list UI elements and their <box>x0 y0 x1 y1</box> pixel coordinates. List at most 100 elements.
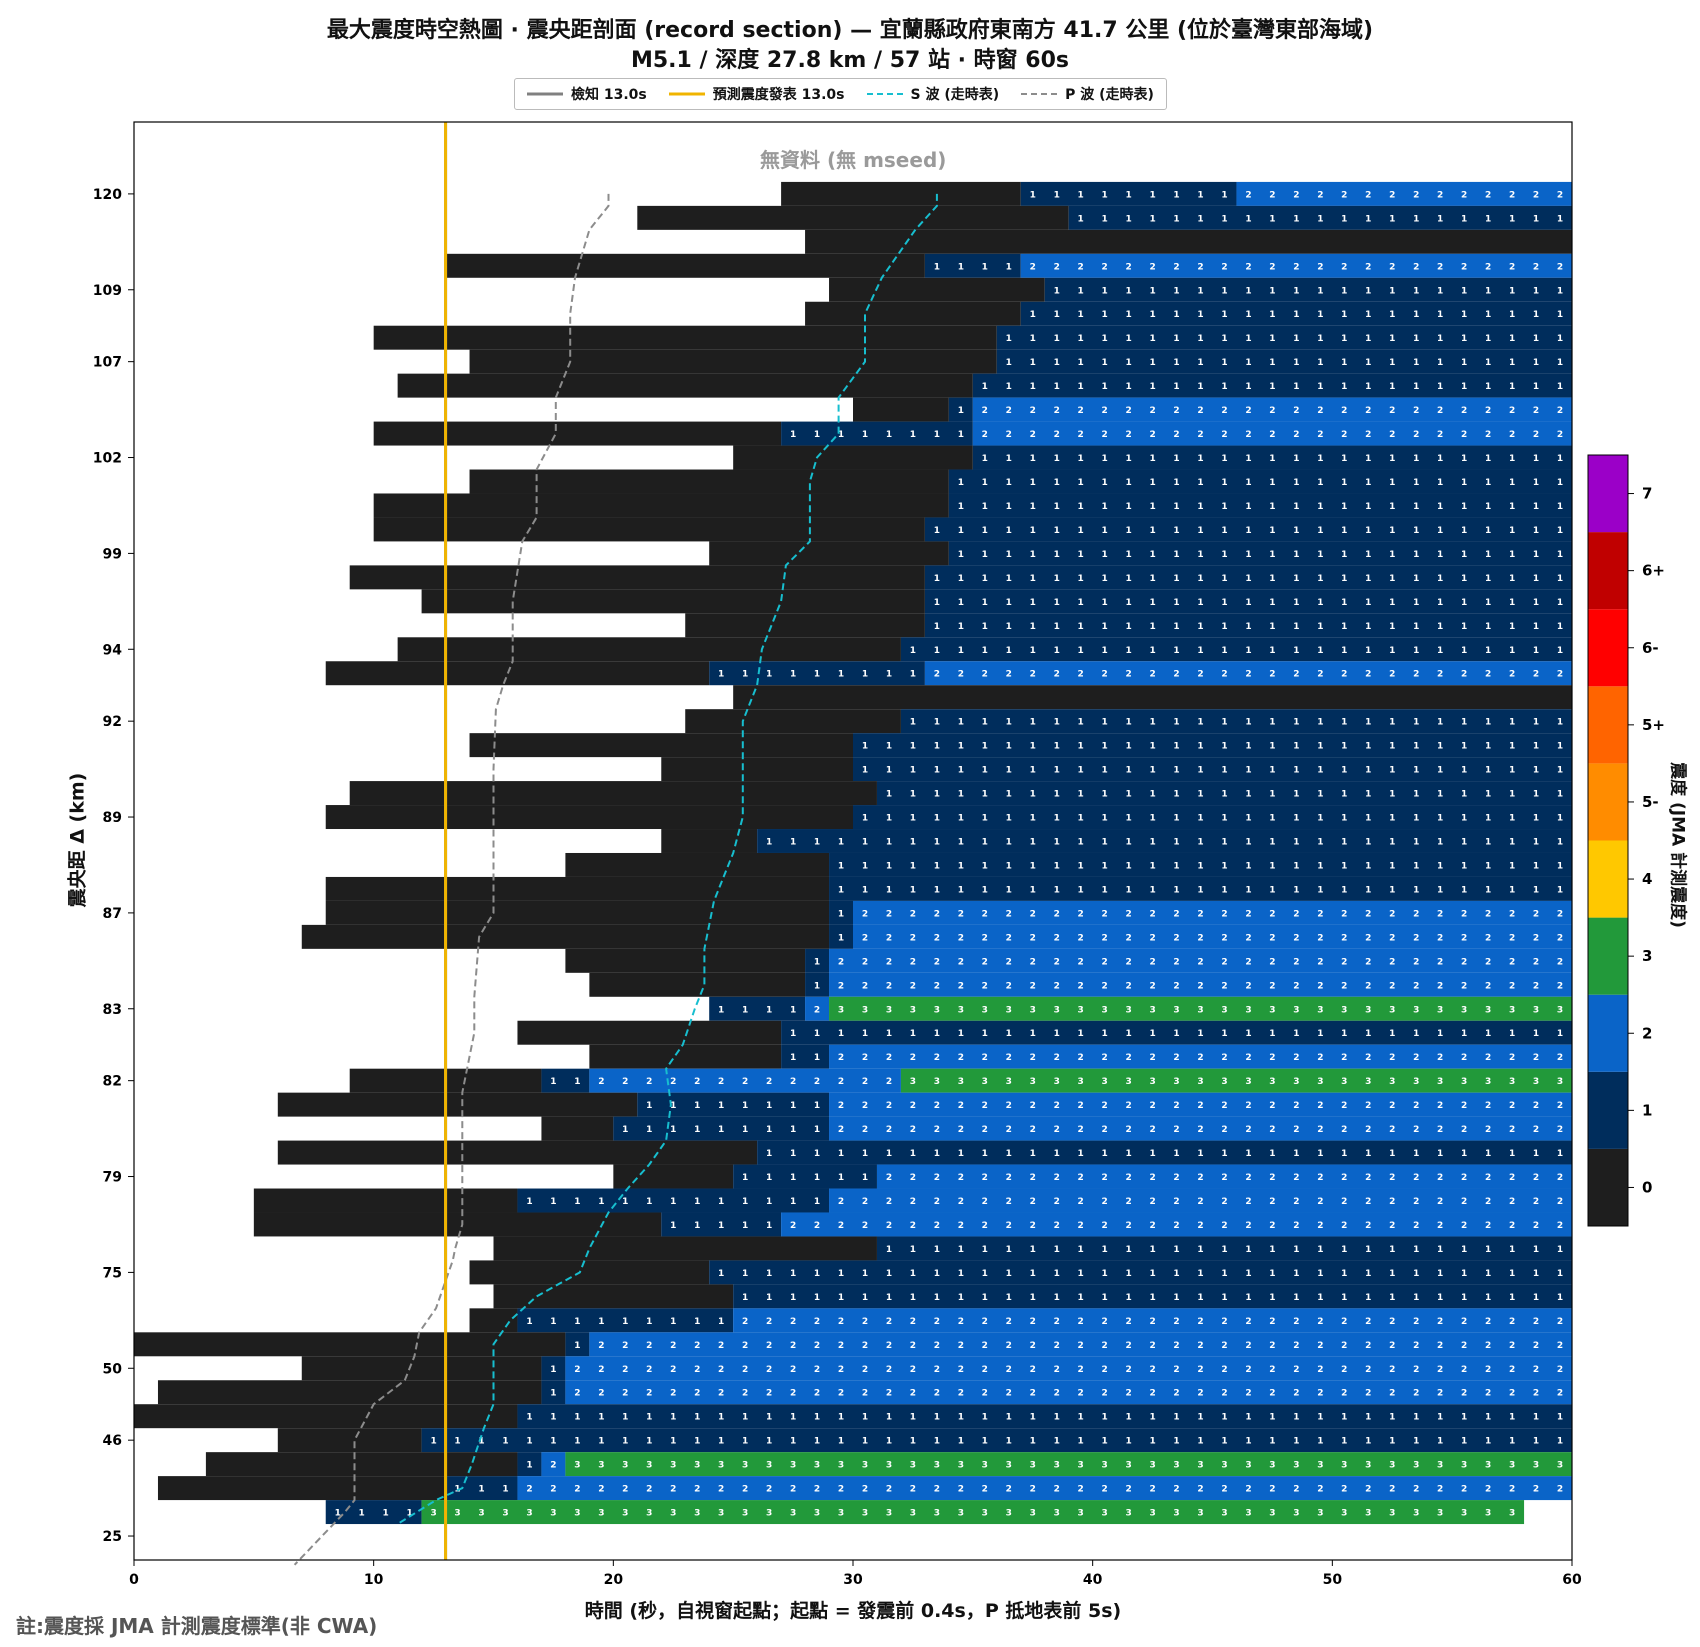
cell-intensity-label: 1 <box>1245 1245 1251 1255</box>
cell-intensity-label: 1 <box>1341 598 1347 608</box>
cell-intensity-label: 1 <box>1221 502 1227 512</box>
cell-intensity-label: 1 <box>550 1365 556 1375</box>
heatmap-cell <box>733 1164 877 1189</box>
cell-intensity-label: 1 <box>982 838 988 848</box>
cell-intensity-label: 1 <box>1317 622 1323 632</box>
cell-intensity-label: 1 <box>1102 382 1108 392</box>
cell-intensity-label: 1 <box>1197 1437 1203 1447</box>
cell-intensity-label: 1 <box>934 861 940 871</box>
cell-intensity-label: 1 <box>1173 1269 1179 1279</box>
cell-intensity-label: 1 <box>1125 526 1131 536</box>
cell-intensity-label: 1 <box>1245 766 1251 776</box>
colorbar-tick-label: 2 <box>1642 1024 1652 1042</box>
cell-intensity-label: 1 <box>1533 574 1539 584</box>
cell-intensity-label: 1 <box>1245 1437 1251 1447</box>
cell-intensity-label: 1 <box>1557 742 1563 752</box>
cell-intensity-label: 3 <box>862 1461 868 1471</box>
cell-intensity-label: 1 <box>1006 814 1012 824</box>
cell-intensity-label: 2 <box>1102 1197 1108 1207</box>
cell-intensity-label: 1 <box>862 1173 868 1183</box>
cell-intensity-label: 2 <box>982 1365 988 1375</box>
cell-intensity-label: 2 <box>1006 1173 1012 1183</box>
cell-intensity-label: 2 <box>1030 1101 1036 1111</box>
cell-intensity-label: 1 <box>1173 1437 1179 1447</box>
cell-intensity-label: 1 <box>1054 310 1060 320</box>
cell-intensity-label: 2 <box>934 1389 940 1399</box>
cell-intensity-label: 1 <box>742 1197 748 1207</box>
cell-intensity-label: 2 <box>1461 1485 1467 1495</box>
cell-intensity-label: 2 <box>766 1365 772 1375</box>
cell-intensity-label: 2 <box>1341 262 1347 272</box>
cell-intensity-label: 1 <box>1149 382 1155 392</box>
cell-intensity-label: 3 <box>1125 1509 1131 1519</box>
cell-intensity-label: 2 <box>1437 1173 1443 1183</box>
cell-intensity-label: 2 <box>1437 670 1443 680</box>
cell-intensity-label: 1 <box>1197 718 1203 728</box>
cell-intensity-label: 1 <box>574 1077 580 1087</box>
cell-intensity-label: 1 <box>1389 1437 1395 1447</box>
cell-intensity-label: 1 <box>1485 790 1491 800</box>
cell-intensity-label: 1 <box>1078 190 1084 200</box>
cell-intensity-label: 1 <box>1078 1293 1084 1303</box>
cell-intensity-label: 1 <box>1437 454 1443 464</box>
cell-intensity-label: 2 <box>574 1389 580 1399</box>
cell-intensity-label: 2 <box>646 1389 652 1399</box>
cell-intensity-label: 1 <box>1485 1029 1491 1039</box>
heatmap-cell <box>565 1452 1572 1477</box>
cell-intensity-label: 1 <box>694 1101 700 1111</box>
cell-intensity-label: 2 <box>1485 933 1491 943</box>
cell-intensity-label: 1 <box>838 885 844 895</box>
cell-intensity-label: 1 <box>1197 1269 1203 1279</box>
cell-intensity-label: 1 <box>982 502 988 512</box>
cell-intensity-label: 3 <box>1269 1005 1275 1015</box>
cell-intensity-label: 1 <box>1389 358 1395 368</box>
cell-intensity-label: 3 <box>1221 1461 1227 1471</box>
cell-intensity-label: 3 <box>1293 1509 1299 1519</box>
cell-intensity-label: 2 <box>1269 909 1275 919</box>
cell-intensity-label: 1 <box>550 1317 556 1327</box>
cell-intensity-label: 1 <box>526 1461 532 1471</box>
cell-intensity-label: 2 <box>1245 1485 1251 1495</box>
x-axis-label: 時間 (秒，自視窗起點；起點 = 發震前 0.4s，P 抵地表前 5s) <box>584 1600 1122 1622</box>
cell-intensity-label: 2 <box>646 1485 652 1495</box>
cell-intensity-label: 1 <box>1125 286 1131 296</box>
cell-intensity-label: 2 <box>1533 981 1539 991</box>
cell-intensity-label: 2 <box>838 1221 844 1231</box>
cell-intensity-label: 2 <box>1125 957 1131 967</box>
cell-intensity-label: 2 <box>1485 1101 1491 1111</box>
cell-intensity-label: 1 <box>670 1101 676 1111</box>
cell-intensity-label: 3 <box>1341 1005 1347 1015</box>
cell-intensity-label: 1 <box>1365 358 1371 368</box>
cell-intensity-label: 1 <box>1245 334 1251 344</box>
cell-intensity-label: 1 <box>1030 766 1036 776</box>
cell-intensity-label: 1 <box>1006 262 1012 272</box>
cell-intensity-label: 1 <box>934 1437 940 1447</box>
heatmap-cell <box>829 1044 1572 1069</box>
cell-intensity-label: 1 <box>1078 1413 1084 1423</box>
cell-intensity-label: 1 <box>1485 358 1491 368</box>
cell-intensity-label: 2 <box>1125 1221 1131 1231</box>
cell-intensity-label: 2 <box>1149 909 1155 919</box>
cell-intensity-label: 2 <box>1221 981 1227 991</box>
cell-intensity-label: 2 <box>1413 909 1419 919</box>
cell-intensity-label: 3 <box>1102 1005 1108 1015</box>
cell-intensity-label: 1 <box>862 1293 868 1303</box>
cell-intensity-label: 2 <box>958 981 964 991</box>
cell-intensity-label: 1 <box>1389 574 1395 584</box>
cell-intensity-label: 2 <box>1173 670 1179 680</box>
cell-intensity-label: 1 <box>910 790 916 800</box>
cell-intensity-label: 2 <box>1317 262 1323 272</box>
cell-intensity-label: 2 <box>814 1389 820 1399</box>
cell-intensity-label: 2 <box>1533 262 1539 272</box>
cell-intensity-label: 1 <box>1173 286 1179 296</box>
cell-intensity-label: 2 <box>934 1197 940 1207</box>
cell-intensity-label: 1 <box>1509 1029 1515 1039</box>
cell-intensity-label: 3 <box>1365 1005 1371 1015</box>
cell-intensity-label: 2 <box>1413 406 1419 416</box>
cell-intensity-label: 1 <box>790 430 796 440</box>
cell-intensity-label: 1 <box>1102 742 1108 752</box>
cell-intensity-label: 1 <box>1341 550 1347 560</box>
heatmap-cell <box>157 1380 542 1405</box>
cell-intensity-label: 3 <box>1102 1461 1108 1471</box>
cell-intensity-label: 3 <box>718 1461 724 1471</box>
